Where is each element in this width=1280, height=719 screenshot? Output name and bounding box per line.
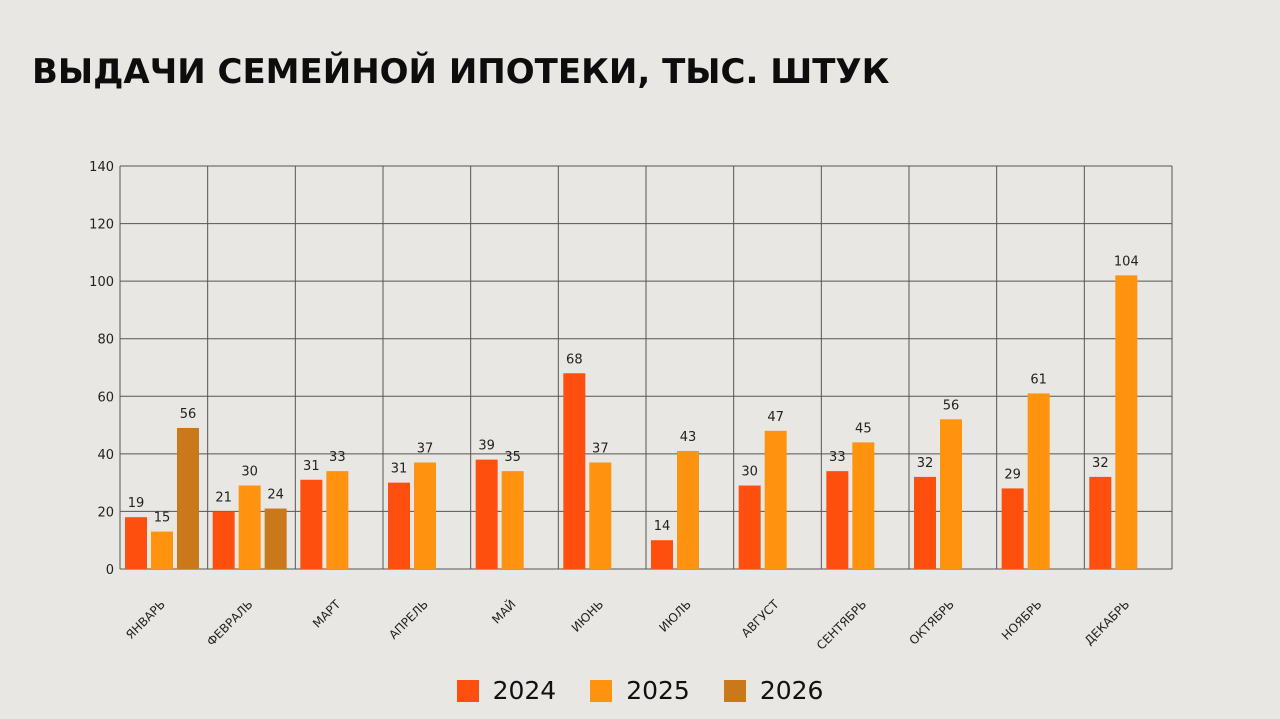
x-category-label: ДЕКАБРЬ [1082, 597, 1132, 647]
legend-swatch [723, 679, 746, 702]
legend-item-2024: 2024 [456, 676, 557, 705]
data-label: 14 [654, 519, 671, 534]
bar-2024 [388, 482, 410, 569]
bar-2024 [212, 511, 235, 569]
bar-2024 [125, 517, 147, 569]
data-label: 30 [741, 465, 758, 480]
y-tick-label: 40 [97, 448, 114, 463]
data-label: 37 [592, 441, 609, 456]
data-label: 43 [680, 430, 697, 445]
bar-2024 [475, 459, 498, 569]
data-label: 21 [215, 490, 232, 505]
x-category-label: НОЯБРЬ [999, 597, 1045, 643]
data-label: 29 [1004, 467, 1021, 482]
x-category-label: ИЮЛЬ [656, 597, 694, 635]
chart-title: ВЫДАЧИ СЕМЕЙНОЙ ИПОТЕКИ, ТЫС. ШТУК [32, 52, 890, 92]
x-category-label: АВГУСТ [739, 597, 782, 640]
data-label: 31 [391, 462, 408, 477]
data-label: 56 [180, 407, 197, 422]
bar-2025 [414, 462, 436, 569]
data-label: 47 [767, 410, 784, 425]
data-label: 15 [154, 511, 171, 526]
bar-2025 [238, 485, 261, 569]
x-category-label: ЯНВАРЬ [123, 597, 168, 642]
legend-swatch [456, 679, 479, 702]
data-label: 45 [855, 421, 872, 436]
bar-2026 [177, 427, 199, 569]
y-tick-label: 140 [89, 160, 114, 175]
x-category-label: ФЕВРАЛЬ [204, 597, 256, 649]
data-label: 35 [504, 450, 521, 465]
bar-2025 [1115, 275, 1138, 569]
data-label: 61 [1030, 372, 1047, 387]
legend-item-2025: 2025 [590, 676, 690, 705]
bar-2025 [852, 442, 875, 569]
x-category-label: ОКТЯБРЬ [907, 597, 957, 647]
data-label: 33 [329, 450, 346, 465]
y-tick-label: 0 [106, 563, 114, 578]
legend-item-2026: 2026 [723, 676, 824, 705]
data-label: 104 [1114, 254, 1139, 269]
data-label: 37 [417, 441, 434, 456]
y-tick-label: 20 [97, 505, 114, 520]
bar-2025 [940, 419, 962, 569]
data-label: 39 [478, 439, 495, 454]
data-label: 68 [566, 352, 583, 367]
y-tick-label: 100 [89, 275, 114, 290]
bar-2024 [914, 476, 936, 569]
bar-2025 [677, 450, 699, 569]
legend-label: 2026 [759, 676, 824, 705]
x-category-label: ИЮНЬ [569, 597, 607, 635]
bar-2024 [738, 485, 761, 569]
legend-swatch [590, 679, 613, 702]
x-category-label: МАЙ [489, 597, 519, 627]
bar-2025 [1027, 393, 1050, 569]
bar-2024 [1001, 488, 1024, 569]
chart-legend: 2024 2025 2026 [0, 676, 1280, 705]
bar-2024 [1089, 476, 1112, 569]
data-label: 32 [1092, 456, 1109, 471]
y-tick-label: 60 [97, 390, 114, 405]
bar-2024 [300, 479, 323, 569]
bar-2025 [151, 531, 173, 569]
bar-2025 [589, 462, 612, 569]
x-category-label: СЕНТЯБРЬ [814, 597, 869, 652]
data-label: 32 [917, 456, 934, 471]
data-label: 33 [829, 450, 846, 465]
bar-2024 [826, 471, 849, 569]
bar-2024 [563, 373, 586, 569]
y-tick-label: 80 [97, 333, 114, 348]
data-label: 30 [241, 465, 258, 480]
bar-2025 [501, 471, 524, 569]
x-category-label: МАРТ [310, 597, 344, 631]
data-label: 31 [303, 459, 320, 474]
x-category-label: АПРЕЛЬ [386, 597, 431, 642]
data-label: 24 [267, 488, 284, 503]
bar-2025 [764, 430, 787, 569]
data-label: 56 [943, 398, 960, 413]
bar-2026 [264, 508, 287, 569]
legend-label: 2024 [492, 676, 557, 705]
y-tick-label: 120 [89, 218, 114, 233]
bar-2024 [651, 540, 673, 569]
data-label: 19 [128, 496, 145, 511]
legend-label: 2025 [626, 676, 690, 705]
bar-2025 [326, 471, 349, 569]
